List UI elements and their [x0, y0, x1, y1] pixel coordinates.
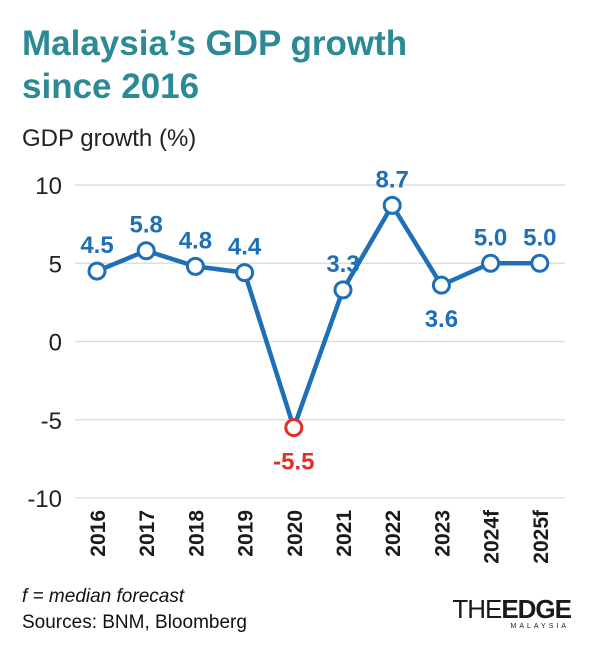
y-tick-label: 0 — [49, 330, 62, 357]
logo-subtitle: MALAYSIA — [510, 623, 569, 630]
series-line — [96, 200, 540, 435]
data-label: 5.0 — [523, 224, 556, 251]
data-label: 5.0 — [474, 224, 507, 251]
x-tick-label: 2022 — [382, 510, 405, 557]
logo-prefix: THE — [452, 594, 502, 624]
chart-title: Malaysia’s GDP growth since 2016 — [22, 22, 572, 108]
chart-title-line-2: since 2016 — [22, 67, 200, 106]
data-point — [136, 241, 156, 261]
x-tick-label: 2023 — [431, 510, 454, 557]
x-tick-label: 2025f — [530, 509, 553, 564]
data-point — [382, 195, 402, 215]
data-point — [284, 418, 304, 438]
y-tick-label: -10 — [27, 486, 62, 513]
series-layer — [87, 195, 550, 438]
y-tick-label: -5 — [41, 408, 62, 435]
x-tick-label: 2021 — [333, 510, 356, 557]
x-tick-labels: 2016 2017 2018 2019 2020 2021 2022 2023 2024f 202… — [87, 509, 553, 564]
the-edge-logo: THEEDGE MALAYSIA — [452, 594, 572, 631]
x-tick-label: 2017 — [136, 510, 159, 557]
sources-note: Sources: BNM, Bloomberg — [22, 612, 247, 633]
logo-wordmark: THEEDGE — [452, 594, 572, 624]
data-point — [530, 253, 550, 273]
x-tick-label: 2024f — [481, 509, 504, 564]
y-tick-labels: 10 5 0 -5 -10 — [27, 173, 62, 513]
data-point — [235, 263, 255, 283]
x-tick-label: 2019 — [235, 510, 258, 557]
data-point — [333, 280, 353, 300]
y-tick-label: 10 — [35, 173, 62, 200]
data-point — [481, 253, 501, 273]
data-label: -5.5 — [273, 449, 314, 476]
x-tick-label: 2016 — [87, 510, 110, 557]
data-label: 4.8 — [179, 227, 212, 254]
data-labels: 4.5 5.8 4.8 4.4 -5.5 3.3 8.7 3.6 5.0 5.0 — [80, 166, 556, 475]
data-label: 5.8 — [130, 212, 163, 239]
data-point — [185, 256, 205, 276]
data-label: 3.6 — [425, 306, 458, 333]
data-point — [431, 275, 451, 295]
data-label: 4.5 — [80, 232, 113, 259]
y-axis-label: GDP growth (%) — [22, 125, 197, 152]
logo-main-text: EDGE — [501, 594, 572, 624]
data-point — [87, 261, 107, 281]
data-label: 3.3 — [326, 251, 359, 278]
grid-layer — [75, 184, 565, 499]
chart-title-line-1: Malaysia’s GDP growth — [22, 24, 408, 63]
y-tick-label: 5 — [49, 251, 62, 278]
x-tick-label: 2018 — [185, 510, 208, 557]
x-tick-label: 2020 — [284, 510, 307, 557]
footnote: f = median forecast — [22, 586, 185, 607]
data-label: 4.4 — [228, 234, 262, 261]
data-label: 8.7 — [376, 166, 409, 193]
